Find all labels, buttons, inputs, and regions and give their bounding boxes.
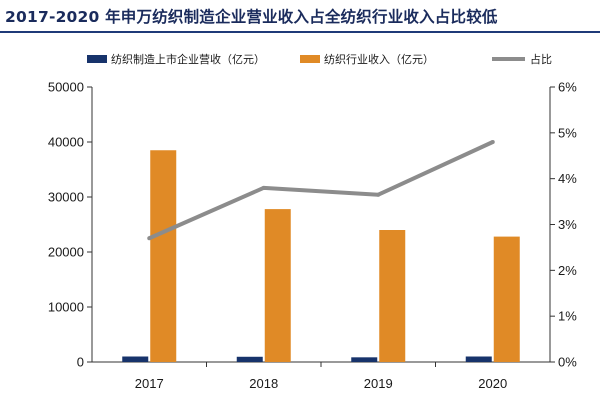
y-right-tick-label: 2% [558,263,577,278]
bar-industry-2020 [493,236,520,362]
y-left-tick-label: 40000 [48,135,84,150]
y-left-tick-label: 30000 [48,190,84,205]
bar-manufacturing-2020 [465,356,492,362]
x-tick-label: 2017 [135,376,164,391]
x-tick-label: 2020 [478,376,507,391]
bar-industry-2018 [264,209,291,362]
chart-title: 2017-2020 年申万纺织制造企业营业收入占全纺织行业收入占比较低 [5,8,498,26]
bar-industry-2019 [379,230,406,362]
y-left-tick-label: 50000 [48,80,84,95]
title-divider [0,31,600,33]
y-right-tick-label: 3% [558,217,577,232]
point-ratio-2019 [376,192,381,197]
legend-label-manufacturing: 纺织制造上市企业营收（亿元） [111,52,265,66]
y-right-tick-label: 4% [558,171,577,186]
y-right-tick-label: 1% [558,309,577,324]
bar-manufacturing-2018 [236,356,263,362]
x-tick-label: 2018 [249,376,278,391]
point-ratio-2017 [147,236,152,241]
line-ratio [148,140,494,241]
y-left-tick-label: 10000 [48,300,84,315]
legend-label-industry: 纺织行业收入（亿元） [324,52,434,66]
x-tick-label: 2019 [364,376,393,391]
point-ratio-2018 [261,185,266,190]
y-left-tick-label: 0 [77,355,84,370]
point-ratio-2020 [490,140,495,144]
bar-manufacturing-2017 [122,356,149,362]
legend-swatch-manufacturing [87,55,107,63]
y-right-tick-label: 6% [558,80,577,95]
bar-industry-2017 [150,150,177,362]
legend-label-ratio: 占比 [530,52,552,66]
y-left-tick-label: 20000 [48,245,84,260]
y-right-tick-label: 0% [558,355,577,370]
legend-swatch-industry [300,55,320,63]
bar-manufacturing-2019 [351,357,378,362]
y-right-tick-label: 5% [558,125,577,140]
